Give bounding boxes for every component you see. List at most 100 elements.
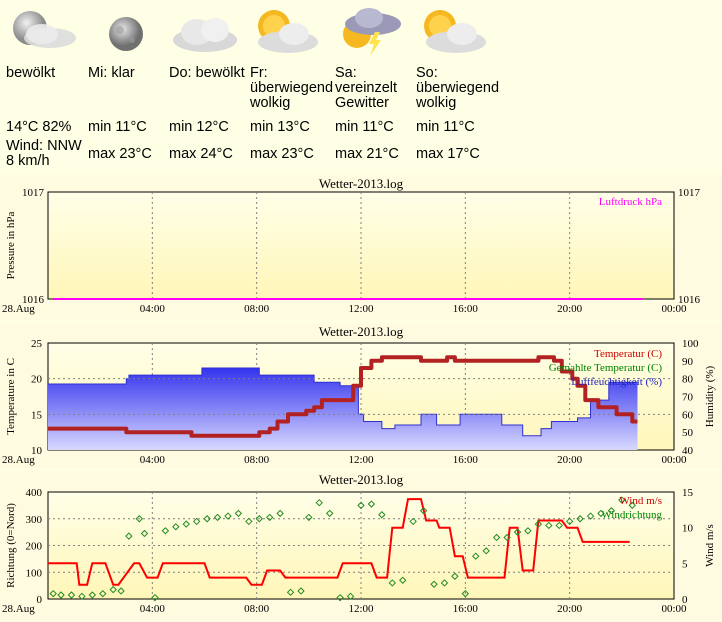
y-tick-label: 20 <box>31 374 43 386</box>
y-axis-label: Temperature in C <box>5 358 17 435</box>
wind-direction-point <box>597 509 605 518</box>
wind-direction-point <box>315 498 323 507</box>
y-axis-label: Pressure in hPa <box>5 211 17 279</box>
wind-direction-point <box>88 591 97 599</box>
y2-tick-label: 50 <box>682 427 694 439</box>
wind-direction-point <box>224 512 232 520</box>
wind-direction-point <box>378 511 386 519</box>
sun-cloud-icon <box>258 10 318 53</box>
wind-direction-point <box>336 593 344 602</box>
y2-tick-label: 60 <box>682 409 694 421</box>
forecast-condition: So: überwiegend wolkig <box>416 65 500 111</box>
forecast-condition: Mi: klar <box>88 65 135 81</box>
thunderstorm-icon <box>343 8 401 56</box>
x-tick-label: 20:00 <box>557 303 583 315</box>
wind-direction-point <box>565 517 574 526</box>
forecast-max: max 21°C <box>335 146 399 162</box>
y2-tick-label: 40 <box>682 445 694 457</box>
wind-direction-point <box>266 513 274 522</box>
wind-direction-point <box>451 572 459 580</box>
wind-direction-point <box>440 579 449 587</box>
x-tick-label: 00:00 <box>661 454 687 466</box>
y-tick-label: 100 <box>26 567 43 579</box>
current-condition: bewölkt <box>6 65 56 81</box>
y2-tick-label: 5 <box>682 558 688 570</box>
cloud-icon <box>173 18 237 52</box>
temperature-line <box>48 355 638 438</box>
sun-cloud-icon <box>424 10 486 53</box>
y2-tick-label: 10 <box>682 523 694 535</box>
forecast-max: max 24°C <box>169 146 233 162</box>
current-wind: Wind: NNW 8 km/h <box>6 138 82 169</box>
x-tick-label: 12:00 <box>348 303 374 315</box>
legend-dew-temperature: Gemahlte Temperatur (C) <box>549 362 663 374</box>
wind-direction-point <box>357 501 365 510</box>
y-tick-label: 1017 <box>22 187 45 199</box>
humidity-line <box>48 367 638 437</box>
moon-cloudy-icon <box>13 11 76 48</box>
humidity-area <box>48 368 638 450</box>
wind-direction-point <box>482 547 490 555</box>
forecast-max: max 23°C <box>88 146 152 162</box>
wind-direction-point <box>503 533 511 542</box>
x-tick-label: 16:00 <box>453 303 479 315</box>
wind-direction-point <box>135 515 143 523</box>
x-tick-label: 04:00 <box>140 603 166 615</box>
forecast-min: min 13°C <box>250 119 310 135</box>
wind-direction-point <box>182 520 190 528</box>
wind-direction-point <box>286 588 295 597</box>
pressure-chart: Wetter-2013.log Pressure in hPa 28.Aug 04:0… <box>0 175 722 320</box>
wind-direction-point <box>618 496 626 504</box>
wind-direction-point <box>461 589 470 598</box>
x-tick-label: 00:00 <box>661 303 687 315</box>
y2-tick-label: 1016 <box>678 294 701 306</box>
wind-direction-point <box>234 509 243 518</box>
plot-area <box>47 191 675 300</box>
wind-direction-point <box>109 585 117 594</box>
wind-direction-point <box>586 512 595 520</box>
wind-direction-point <box>125 532 133 540</box>
moon-icon <box>109 17 143 51</box>
y-tick-label: 200 <box>26 541 43 553</box>
x-tick-label: 12:00 <box>348 454 374 466</box>
wind-direction-point <box>276 509 284 518</box>
forecast-day-4: Sa: vereinzelt Gewitter min 11°C max 21°… <box>329 0 411 172</box>
forecast-day-5: So: überwiegend wolkig min 11°C max 17°C <box>410 0 499 172</box>
wind-direction-point <box>213 513 222 522</box>
x-tick-label: 28.Aug <box>2 454 35 466</box>
wind-direction-point <box>534 520 543 528</box>
y-tick-label: 25 <box>31 338 43 350</box>
wind-direction-point <box>203 515 211 523</box>
y-tick-label: 1016 <box>22 294 45 306</box>
y2-tick-label: 100 <box>682 338 699 350</box>
wind-direction-point <box>192 517 201 526</box>
forecast-max: max 17°C <box>416 146 480 162</box>
x-tick-label: 12:00 <box>348 603 374 615</box>
wind-direction-point <box>472 552 480 560</box>
x-tick-label: 04:00 <box>140 303 166 315</box>
wind-direction-point <box>297 587 305 595</box>
y2-tick-label: 70 <box>682 392 694 404</box>
legend-humidity: Luftfeuchtigkeit (%) <box>571 376 662 388</box>
wind-direction-point <box>117 587 125 595</box>
x-tick-label: 20:00 <box>557 454 583 466</box>
forecast-condition: Sa: vereinzelt Gewitter <box>335 65 398 111</box>
x-tick-label: 28.Aug <box>2 303 35 315</box>
wind-speed-line <box>48 498 630 586</box>
forecast-day-1: Mi: klar min 11°C max 23°C <box>82 0 164 172</box>
wind-direction-point <box>67 591 76 599</box>
forecast-min: min 11°C <box>416 119 475 135</box>
y2-axis-label: Humidity (%) <box>704 365 716 427</box>
wind-direction-point <box>57 591 65 599</box>
x-tick-label: 00:00 <box>661 603 687 615</box>
wind-direction-point <box>99 589 107 598</box>
current-temp-humidity: 14°C 82% <box>6 119 72 135</box>
legend-wind-direction: Windrichtung <box>601 509 662 521</box>
y2-tick-label: 0 <box>682 594 688 606</box>
wind-direction-point <box>151 593 159 602</box>
wind-direction-point <box>492 533 501 542</box>
wind-direction-point <box>346 592 355 601</box>
y-tick-label: 0 <box>37 594 43 606</box>
y2-tick-label: 90 <box>682 356 694 368</box>
x-tick-label: 04:00 <box>140 454 166 466</box>
